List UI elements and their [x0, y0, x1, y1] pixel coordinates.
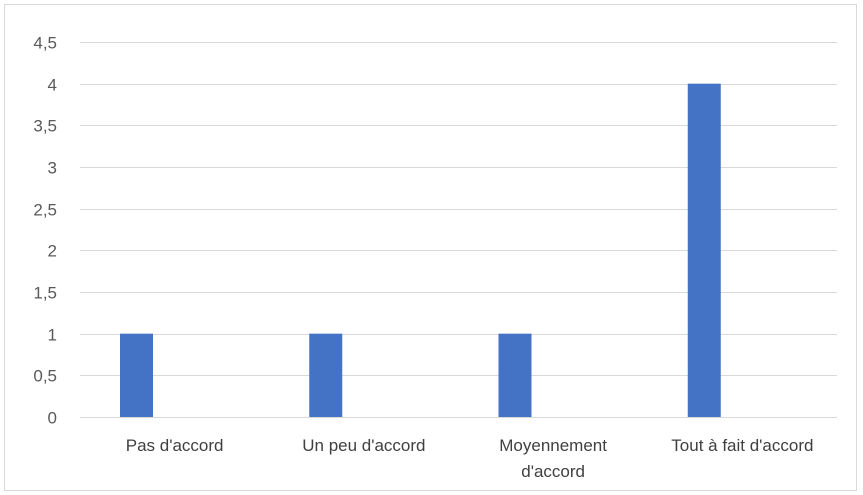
y-tick-label: 0: [48, 409, 57, 428]
x-axis-category-labels: Pas d'accord Un peu d'accord Moyennement d'…: [126, 436, 814, 481]
x-category-label: Moyennement: [499, 436, 607, 455]
x-category-label: Un peu d'accord: [302, 436, 425, 455]
y-tick-label: 2,5: [33, 201, 57, 220]
y-tick-label: 4: [48, 76, 57, 95]
bar: [687, 83, 721, 418]
y-tick-label: 3,5: [33, 117, 57, 136]
chart-frame: 0 0,5 1 1,5 2 2,5 3 3,5 4 4,5 Pas d'accord Un peu …: [4, 4, 857, 491]
bar: [309, 333, 343, 417]
bars: [120, 83, 721, 418]
y-tick-label: 0,5: [33, 367, 57, 386]
x-category-label: Pas d'accord: [126, 436, 224, 455]
y-tick-label: 2: [48, 242, 57, 261]
y-tick-label: 1,5: [33, 284, 57, 303]
y-tick-label: 4,5: [33, 34, 57, 53]
x-category-label: d'accord: [521, 462, 585, 481]
y-tick-label: 3: [48, 159, 57, 178]
y-axis-tick-labels: 0 0,5 1 1,5 2 2,5 3 3,5 4 4,5: [33, 34, 57, 428]
bar: [120, 333, 153, 417]
x-category-label: Tout à fait d'accord: [671, 436, 813, 455]
bar-chart: 0 0,5 1 1,5 2 2,5 3 3,5 4 4,5 Pas d'accord Un peu …: [33, 34, 837, 481]
y-tick-label: 1: [48, 326, 57, 345]
bar: [498, 333, 532, 417]
gridlines: [80, 42, 837, 418]
